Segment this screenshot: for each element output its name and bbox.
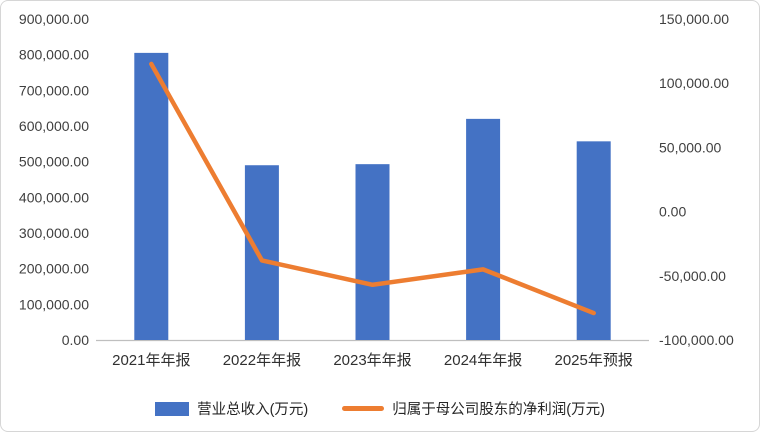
right-axis-tick-label: 100,000.00 bbox=[659, 75, 729, 91]
left-axis-tick-label: 300,000.00 bbox=[19, 225, 89, 241]
category-label: 2023年年报 bbox=[333, 352, 411, 369]
left-axis-tick-label: 100,000.00 bbox=[19, 296, 89, 312]
bar-revenue bbox=[466, 118, 501, 340]
chart-legend: 营业总收入(万元) 归属于母公司股东的净利润(万元) bbox=[1, 398, 759, 419]
right-axis-tick-label: 150,000.00 bbox=[659, 11, 729, 27]
legend-item-net-profit: 归属于母公司股东的净利润(万元) bbox=[342, 398, 605, 419]
category-label: 2024年年报 bbox=[444, 352, 522, 369]
category-label: 2022年年报 bbox=[223, 352, 301, 369]
legend-label-revenue: 营业总收入(万元) bbox=[197, 402, 309, 418]
left-axis-tick-label: 200,000.00 bbox=[19, 261, 89, 277]
bar-series-swatch bbox=[155, 401, 190, 416]
left-axis-tick-label: 0.00 bbox=[62, 332, 89, 348]
right-axis-tick-label: 0.00 bbox=[659, 204, 686, 220]
category-label: 2021年年报 bbox=[112, 352, 190, 369]
left-axis-tick-label: 400,000.00 bbox=[19, 189, 89, 205]
right-axis-tick-label: -50,000.00 bbox=[659, 268, 726, 284]
left-axis-tick-label: 900,000.00 bbox=[19, 11, 89, 27]
left-axis-tick-label: 500,000.00 bbox=[19, 154, 89, 170]
left-axis-tick-label: 800,000.00 bbox=[19, 47, 89, 63]
bar-revenue bbox=[355, 164, 390, 340]
right-axis-tick-label: -100,000.00 bbox=[659, 332, 734, 348]
line-series-swatch bbox=[342, 406, 385, 411]
legend-label-net-profit: 归属于母公司股东的净利润(万元) bbox=[392, 402, 605, 418]
right-axis-tick-label: 50,000.00 bbox=[659, 139, 721, 155]
line-net-profit bbox=[149, 61, 596, 316]
category-label: 2025年预报 bbox=[555, 352, 633, 369]
legend-item-revenue: 营业总收入(万元) bbox=[155, 398, 308, 419]
bar-revenue bbox=[244, 165, 279, 340]
left-axis-tick-label: 700,000.00 bbox=[19, 82, 89, 98]
bar-revenue bbox=[134, 52, 169, 341]
left-axis-tick-label: 600,000.00 bbox=[19, 118, 89, 134]
